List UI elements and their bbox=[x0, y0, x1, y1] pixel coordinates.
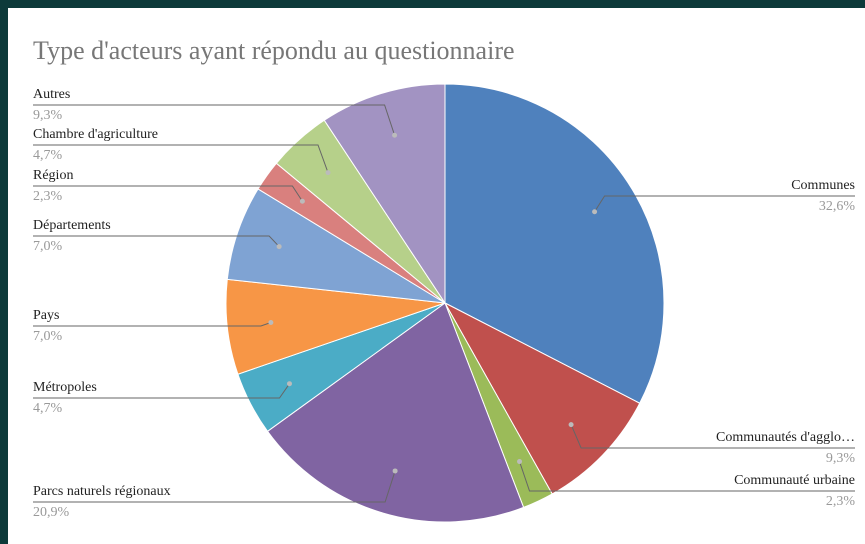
chart-title: Type d'acteurs ayant répondu au question… bbox=[33, 36, 515, 65]
slice-value: 32,6% bbox=[819, 199, 856, 214]
pie-slice bbox=[323, 83, 446, 305]
slice-label: Parcs naturels régionaux bbox=[33, 484, 171, 499]
slice-value: 7,0% bbox=[33, 329, 63, 344]
slice-label: Communauté urbaine bbox=[734, 473, 855, 488]
slice-value: 2,3% bbox=[826, 494, 856, 509]
leader-line bbox=[570, 424, 855, 449]
leader-dot bbox=[286, 381, 292, 387]
slice-value: 9,3% bbox=[33, 108, 63, 123]
slice-label: Région bbox=[33, 168, 73, 183]
slice-label: Départements bbox=[33, 218, 111, 233]
slice-label: Métropoles bbox=[33, 380, 97, 395]
slice-label: Pays bbox=[33, 308, 59, 323]
slice-value: 7,0% bbox=[33, 239, 63, 254]
leader-line bbox=[33, 322, 272, 327]
leader-dot bbox=[276, 244, 282, 250]
slice-value: 20,9% bbox=[33, 505, 70, 520]
leader-line bbox=[33, 104, 396, 136]
pie-slice bbox=[444, 83, 665, 404]
leader-line bbox=[33, 470, 396, 503]
leader-line bbox=[33, 185, 303, 202]
leader-line bbox=[594, 195, 855, 213]
leader-dot bbox=[268, 319, 274, 325]
leader-dot bbox=[299, 198, 305, 204]
leader-dot bbox=[392, 132, 398, 138]
slice-value: 4,7% bbox=[33, 148, 63, 163]
leader-line bbox=[519, 461, 855, 492]
pie-slice bbox=[266, 302, 525, 523]
leader-line bbox=[33, 235, 280, 247]
leader-dot bbox=[392, 468, 398, 474]
leader-dot bbox=[568, 422, 574, 428]
leader-line bbox=[33, 144, 329, 173]
slice-label: Communautés d'agglo… bbox=[716, 430, 855, 445]
leader-dot bbox=[517, 459, 523, 465]
leader-dot bbox=[325, 170, 331, 176]
slice-label: Chambre d'agriculture bbox=[33, 127, 158, 142]
slice-value: 4,7% bbox=[33, 401, 63, 416]
leader-dot bbox=[592, 209, 598, 215]
leader-line bbox=[33, 383, 290, 399]
slice-value: 9,3% bbox=[826, 451, 856, 466]
slice-value: 2,3% bbox=[33, 189, 63, 204]
slice-label: Communes bbox=[791, 178, 855, 193]
slice-label: Autres bbox=[33, 87, 70, 102]
